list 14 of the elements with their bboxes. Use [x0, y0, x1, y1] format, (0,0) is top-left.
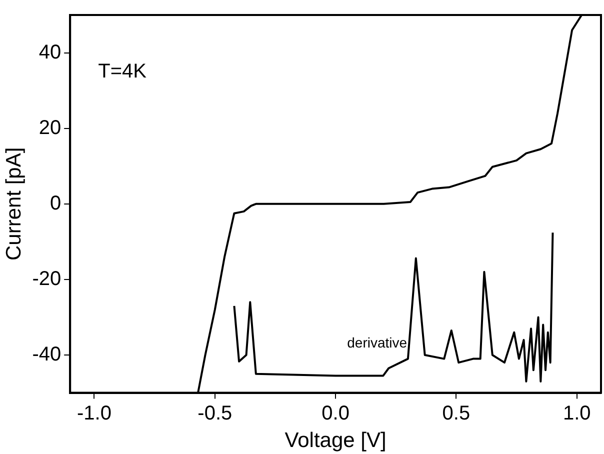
y-tick-label: -40 — [32, 344, 62, 366]
series-label: derivative — [347, 334, 408, 351]
x-axis-title: Voltage [V] — [284, 429, 386, 452]
annotation: T=4K — [98, 60, 148, 83]
x-tick-label: 0.0 — [322, 402, 350, 424]
y-tick-label: 0 — [50, 192, 62, 214]
x-tick-label: 1.0 — [562, 402, 591, 424]
x-tick-label: -0.5 — [198, 402, 232, 424]
x-tick-label: 0.5 — [442, 402, 470, 424]
y-tick-label: -20 — [32, 268, 62, 290]
y-axis-title: Current [pA] — [2, 147, 26, 261]
x-tick-label: -1.0 — [77, 402, 112, 424]
y-tick-label: 40 — [38, 41, 62, 64]
y-tick-label: 20 — [38, 116, 62, 139]
